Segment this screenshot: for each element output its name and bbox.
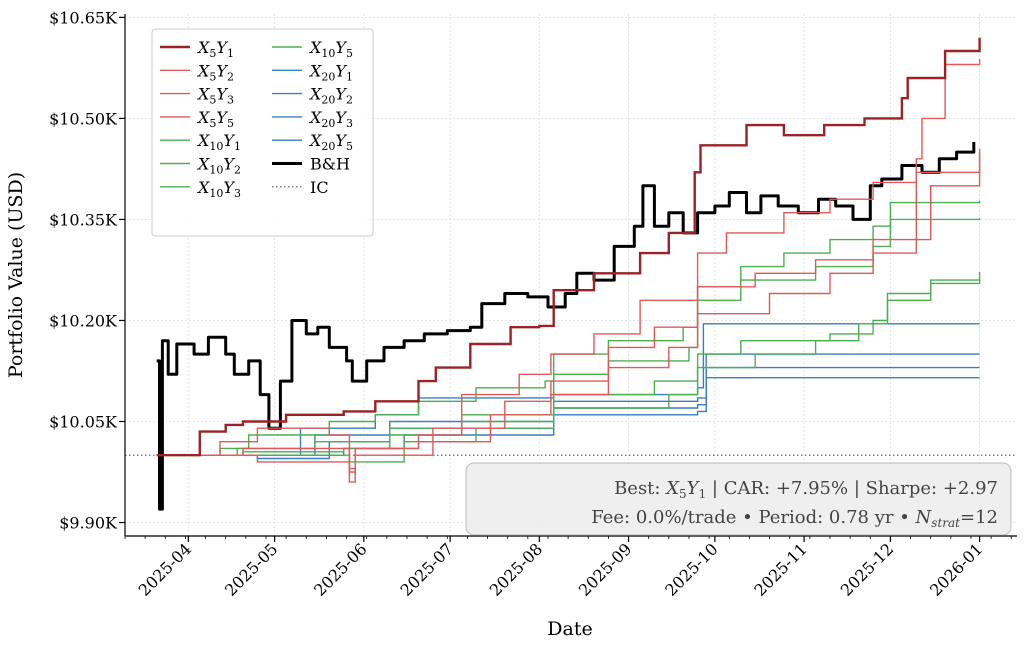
bullet: • bbox=[736, 507, 758, 528]
series-line-x5y1 bbox=[156, 37, 981, 457]
y-tick-label: $9.90K bbox=[59, 514, 118, 533]
x-axis-title: Date bbox=[547, 618, 592, 640]
y-tick-label: $10.05K bbox=[49, 412, 118, 431]
series-line-x5y2 bbox=[156, 59, 981, 473]
y-tick-label: $10.50K bbox=[49, 109, 118, 128]
legend-label-x20y2: X20Y2 bbox=[308, 85, 353, 107]
legend-label-x10y3: X10Y3 bbox=[196, 178, 241, 200]
x-tick-label: 2025-04 bbox=[135, 539, 195, 599]
y-tick-label: $10.20K bbox=[49, 311, 118, 330]
legend-label-x20y5: X20Y5 bbox=[308, 131, 353, 153]
x-tick-label: 2025-12 bbox=[837, 539, 897, 599]
y-tick-label: $10.35K bbox=[49, 210, 118, 229]
stats-box-frame bbox=[465, 462, 1012, 536]
legend-frame bbox=[151, 28, 374, 237]
legend: X5Y1X5Y2X5Y3X5Y5X10Y1X10Y2X10Y3X10Y5X20Y… bbox=[151, 28, 374, 237]
stats-box: Best: X5Y1 | CAR: +7.95% | Sharpe: +2.97… bbox=[465, 462, 1012, 536]
x-tick-label: 2026-01 bbox=[926, 539, 986, 599]
best-sub2: 1 bbox=[699, 487, 707, 501]
series-line-x5y3 bbox=[156, 152, 981, 483]
x-tick-label: 2025-08 bbox=[486, 539, 546, 599]
best-y: Y bbox=[687, 478, 701, 499]
legend-label-x10y1: X10Y1 bbox=[196, 131, 241, 153]
fee-value: Fee: 0.0%/trade bbox=[591, 507, 736, 528]
separator: | bbox=[706, 478, 724, 499]
nstrat-value: =12 bbox=[960, 507, 998, 528]
stats-line-1: Best: X5Y1 | CAR: +7.95% | Sharpe: +2.97 bbox=[614, 478, 998, 501]
nstrat-n: N bbox=[915, 507, 933, 528]
best-sub1: 5 bbox=[679, 487, 687, 501]
stats-line-2: Fee: 0.0%/trade • Period: 0.78 yr • Nstr… bbox=[591, 507, 998, 530]
bullet: • bbox=[893, 507, 915, 528]
legend-label-x5y3: X5Y3 bbox=[196, 85, 234, 107]
legend-label-x10y5: X10Y5 bbox=[308, 38, 353, 60]
best-x: X bbox=[664, 478, 680, 499]
x-tick-label: 2025-05 bbox=[221, 539, 281, 599]
sharpe-value: Sharpe: +2.97 bbox=[866, 478, 998, 499]
y-tick-label: $10.65K bbox=[49, 8, 118, 27]
separator: | bbox=[848, 478, 866, 499]
x-tick-label: 2025-06 bbox=[310, 539, 370, 599]
legend-label-x20y1: X20Y1 bbox=[308, 61, 353, 83]
x-tick-label: 2025-11 bbox=[750, 539, 810, 599]
best-label: Best: bbox=[614, 478, 666, 499]
legend-label-x20y3: X20Y3 bbox=[308, 108, 353, 130]
legend-label-x10y2: X10Y2 bbox=[196, 155, 241, 177]
x-tick-label: 2025-07 bbox=[397, 539, 457, 599]
legend-label-x5y1: X5Y1 bbox=[196, 38, 234, 60]
nstrat-sub: strat bbox=[931, 516, 960, 530]
series-layer bbox=[156, 37, 981, 511]
x-tick-label: 2025-10 bbox=[661, 539, 721, 599]
x-tick-label: 2025-09 bbox=[575, 539, 635, 599]
period-value: Period: 0.78 yr bbox=[758, 507, 893, 528]
car-value: CAR: +7.95% bbox=[724, 478, 848, 499]
legend-label-bh: B&H bbox=[310, 155, 350, 174]
series-line-bh bbox=[156, 142, 976, 511]
legend-label-x5y2: X5Y2 bbox=[196, 61, 234, 83]
y-axis-title: Portfolio Value (USD) bbox=[5, 172, 27, 378]
legend-label-ic: IC bbox=[310, 178, 329, 197]
legend-label-x5y5: X5Y5 bbox=[196, 108, 234, 130]
